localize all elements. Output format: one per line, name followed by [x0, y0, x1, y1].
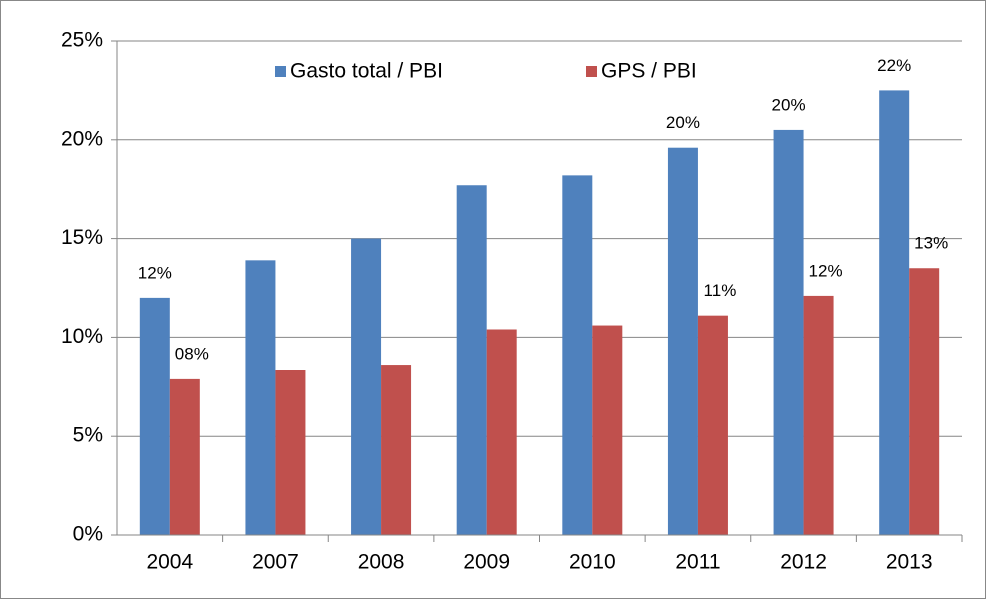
bar	[275, 370, 306, 535]
legend-swatch	[275, 66, 286, 77]
x-tick-label: 2012	[780, 551, 827, 574]
data-label: 20%	[666, 113, 700, 132]
bar	[486, 329, 517, 535]
legend-swatch	[586, 66, 597, 77]
x-tick-label: 2009	[463, 551, 510, 574]
x-tick-label: 2013	[886, 551, 933, 574]
y-tick-label: 20%	[61, 127, 103, 150]
bar	[773, 129, 804, 536]
data-label: 08%	[175, 344, 209, 363]
y-tick-label: 5%	[73, 424, 103, 447]
bar	[456, 185, 487, 536]
bar	[562, 175, 593, 536]
data-label: 12%	[138, 263, 172, 282]
legend-label: GPS / PBI	[601, 60, 697, 83]
x-tick-label: 2011	[675, 551, 720, 574]
x-tick-label: 2004	[146, 551, 193, 574]
bar	[592, 325, 623, 535]
data-label: 22%	[877, 56, 911, 75]
bar	[909, 268, 940, 535]
data-label: 12%	[809, 261, 843, 280]
bar	[169, 378, 200, 535]
bar	[697, 315, 728, 535]
bar	[245, 260, 276, 535]
x-tick-label: 2008	[358, 551, 405, 574]
y-tick-label: 10%	[61, 325, 103, 348]
x-tick-label: 2010	[569, 551, 616, 574]
bar	[803, 295, 834, 535]
bar	[381, 365, 412, 535]
data-label: 20%	[772, 95, 806, 114]
y-tick-label: 25%	[61, 29, 103, 52]
x-tick-label: 2007	[252, 551, 299, 574]
y-tick-label: 15%	[61, 226, 103, 249]
data-label: 11%	[704, 281, 737, 300]
bar	[667, 147, 698, 536]
y-tick-label: 0%	[73, 523, 103, 546]
bar	[351, 238, 382, 535]
legend-label: Gasto total / PBI	[290, 60, 443, 83]
bar	[139, 297, 170, 535]
data-label: 13%	[914, 234, 948, 253]
bar	[879, 90, 910, 536]
